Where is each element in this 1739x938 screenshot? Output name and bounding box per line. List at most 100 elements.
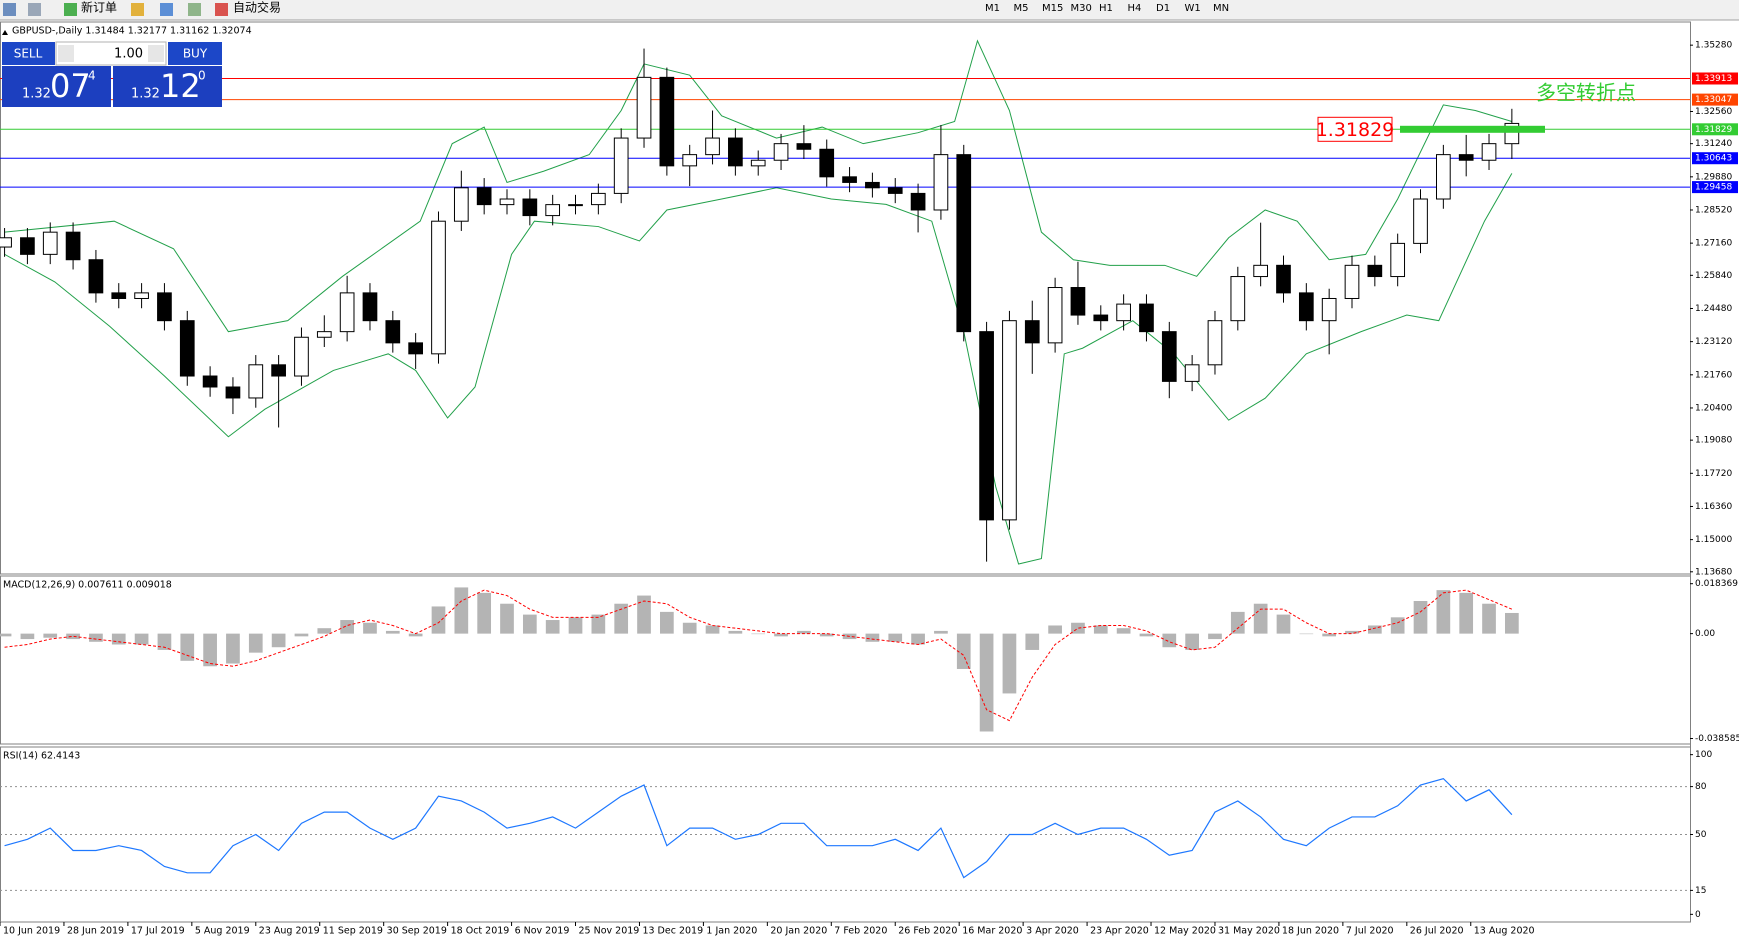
macd-bar — [956, 633, 971, 669]
macd-signal — [4, 589, 1513, 722]
x-tick-label: 5 Aug 2019 — [195, 926, 250, 937]
macd-bar — [934, 630, 948, 634]
icon-new-chart[interactable] — [3, 3, 16, 16]
macd-bar — [911, 633, 925, 645]
macd-bar — [408, 633, 423, 637]
candle-body — [476, 187, 492, 206]
candle-body — [796, 143, 812, 150]
macd-bar — [294, 633, 309, 637]
macd-bar — [340, 620, 354, 634]
candle-body — [750, 159, 766, 167]
y-tick-label: 1.17720 — [1695, 469, 1732, 479]
toolbar: 新订单 自动交易 M1 M5 M15 M30 H1 H4 D1 W1 MN — [0, 0, 1739, 21]
timeframe-button[interactable]: M5 — [1014, 3, 1029, 14]
macd-bar — [979, 633, 994, 732]
candle-body — [1070, 287, 1086, 316]
candle-body — [1481, 143, 1497, 161]
timeframe-button[interactable]: M1 — [985, 3, 1000, 14]
icon-auto-trading[interactable] — [215, 3, 228, 16]
candle-body — [773, 143, 789, 161]
timeframe-button[interactable]: H4 — [1128, 3, 1142, 14]
macd-bar — [1413, 601, 1428, 634]
timeframe-button[interactable]: M30 — [1071, 3, 1092, 14]
y-tick-label: 1.13680 — [1695, 567, 1732, 577]
macd-bar — [865, 633, 880, 642]
candle-body — [1344, 264, 1360, 299]
icon-tool[interactable] — [188, 3, 201, 16]
candle-body — [1230, 276, 1246, 322]
candle-body — [408, 342, 424, 355]
x-tick-label: 26 Feb 2020 — [898, 926, 957, 937]
macd-bar — [454, 587, 469, 634]
buy-button[interactable] — [168, 42, 222, 65]
x-tick-label: 11 Sep 2019 — [323, 926, 383, 937]
candle-body — [1367, 264, 1383, 278]
pane-title: RSI(14) 62.4143 — [3, 751, 80, 762]
macd-bar — [0, 633, 12, 637]
macd-bar — [385, 630, 400, 634]
candle-body — [1093, 314, 1109, 322]
y-tick-label: 1.21760 — [1695, 370, 1732, 380]
macd-bar — [797, 630, 811, 634]
auto-trading-button[interactable]: 自动交易 — [233, 0, 281, 15]
candle-body — [385, 320, 401, 344]
macd-bar — [20, 633, 35, 640]
toolbar-bg — [0, 0, 1739, 20]
x-tick-label: 7 Feb 2020 — [834, 926, 887, 937]
x-tick-label: 13 Dec 2019 — [642, 926, 703, 937]
buy-price-sup: 0 — [198, 69, 206, 83]
timeframe-button[interactable]: M15 — [1042, 3, 1063, 14]
y-tick-label: 1.23120 — [1695, 337, 1732, 347]
icon-tool[interactable] — [131, 3, 144, 16]
pane-title: MACD(12,26,9) 0.007611 0.009018 — [3, 580, 172, 591]
sell-price-main: 07 — [50, 67, 91, 105]
sell-button[interactable] — [2, 42, 55, 65]
macd-bar — [134, 633, 149, 645]
macd-bar — [1299, 633, 1314, 635]
price-label-bg — [1692, 181, 1738, 194]
candle-body — [568, 204, 583, 207]
candle-body — [225, 386, 241, 399]
candle-body — [88, 259, 104, 294]
candle-body — [453, 187, 469, 222]
lot-value: 1.00 — [114, 47, 143, 62]
candle-body — [613, 137, 629, 194]
candle-body — [887, 187, 903, 194]
price-label-bg — [1692, 93, 1738, 106]
candle-body — [499, 198, 515, 206]
macd-bar — [545, 620, 560, 634]
lot-down[interactable] — [58, 45, 74, 62]
macd-bar — [819, 633, 834, 637]
macd-bar — [203, 633, 217, 667]
timeframe-button[interactable]: W1 — [1185, 3, 1201, 14]
candle-body — [865, 181, 880, 189]
icon-new-order[interactable] — [64, 3, 77, 16]
macd-bar — [271, 633, 286, 648]
timeframe-button[interactable]: H1 — [1099, 3, 1113, 14]
candle-body — [682, 154, 698, 167]
new-order-button[interactable]: 新订单 — [81, 0, 117, 15]
macd-bar — [888, 633, 903, 642]
sell-price-box[interactable] — [2, 66, 111, 107]
macd-bar — [1436, 590, 1451, 634]
x-tick-label: 1 Jan 2020 — [706, 926, 757, 937]
macd-bar — [66, 633, 80, 640]
bollinger-band — [4, 39, 1513, 333]
candle-body — [1413, 198, 1428, 244]
buy-price-box[interactable] — [113, 66, 222, 107]
y-tick-label: 1.16360 — [1695, 502, 1732, 512]
candle-body — [1161, 331, 1177, 382]
candle-body — [1298, 292, 1314, 322]
y-tick-label: 100 — [1695, 750, 1712, 760]
x-tick-label: 7 Jul 2020 — [1346, 926, 1394, 937]
marker-bar — [1400, 125, 1545, 133]
macd-bar — [1139, 633, 1154, 637]
price-label-bg — [1692, 123, 1738, 136]
lot-up[interactable] — [148, 45, 164, 62]
timeframe-button[interactable]: MN — [1213, 3, 1229, 14]
icon-zoom[interactable] — [28, 3, 41, 16]
macd-bar — [500, 603, 514, 634]
lot-input[interactable] — [55, 41, 167, 66]
timeframe-button[interactable]: D1 — [1156, 3, 1170, 14]
icon-tool[interactable] — [160, 3, 173, 16]
